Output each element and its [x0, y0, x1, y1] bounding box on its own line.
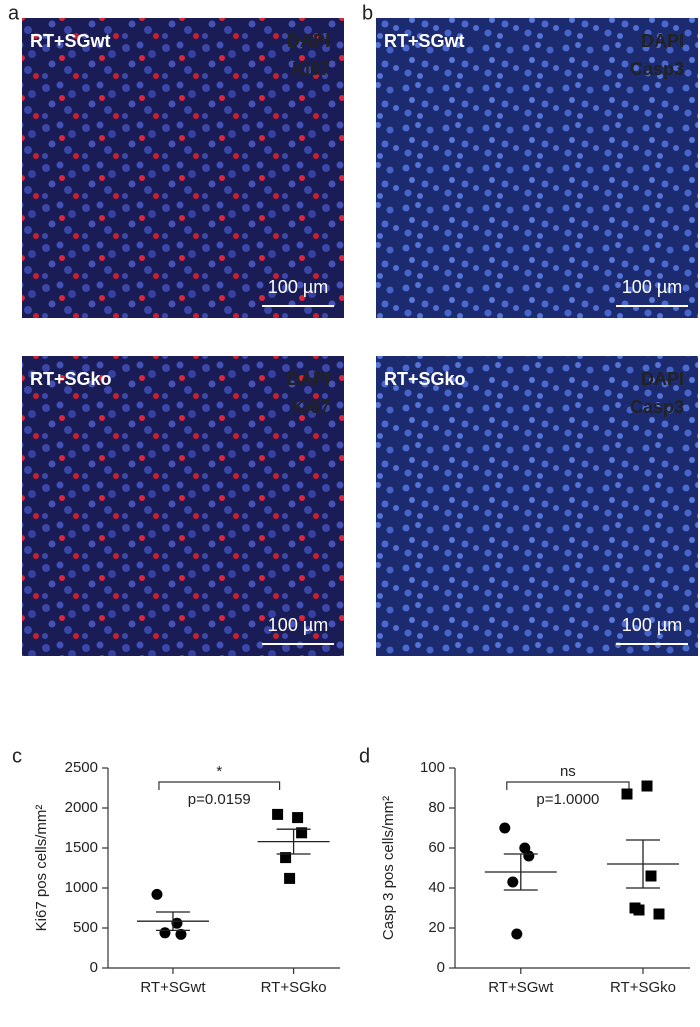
data-point [272, 808, 284, 820]
stain-label: Ki67 [292, 59, 330, 79]
p-value: p=0.0159 [188, 791, 251, 808]
data-point [151, 888, 163, 900]
data-point [284, 872, 296, 884]
x-tick-label: RT+SGwt [488, 979, 554, 996]
micrograph [22, 18, 344, 318]
data-point [633, 904, 645, 916]
stain-label: Ki67 [292, 397, 330, 417]
data-point [171, 917, 183, 929]
x-tick-label: RT+SGwt [140, 979, 206, 996]
error-bar [626, 839, 660, 889]
micrograph [376, 18, 698, 318]
data-point [507, 876, 519, 888]
data-point [641, 780, 653, 792]
y-tick-label: 20 [428, 919, 445, 936]
p-value: p=1.0000 [536, 791, 599, 808]
panel-label: b [362, 2, 373, 24]
data-point [511, 928, 523, 940]
stain-label: DAPI [641, 369, 684, 389]
panel-label: a [8, 2, 20, 24]
data-point [175, 928, 187, 940]
data-point [645, 870, 657, 882]
scale-bar-label: 100 µm [268, 277, 328, 297]
x-tick-label: RT+SGko [610, 979, 676, 996]
significance-bracket [506, 781, 630, 790]
y-tick-label: 1500 [65, 839, 98, 856]
y-tick-label: 60 [428, 839, 445, 856]
image-label: RT+SGwt [30, 31, 111, 51]
image-panels: a RT+SGwt DAPI Ki67 100 µm RT+SGko DAPI Ki67 100… [8, 2, 698, 656]
stain-label: DAPI [287, 31, 330, 51]
data-point [621, 788, 633, 800]
y-tick-label: 0 [90, 959, 98, 976]
error-bar [155, 911, 190, 932]
y-tick-label: 500 [73, 919, 98, 936]
data-point [296, 827, 308, 839]
y-tick-label: 2000 [65, 799, 98, 816]
annotation: * [216, 763, 222, 780]
y-tick-label: 100 [420, 759, 445, 776]
data-point [280, 852, 292, 864]
stain-label: DAPI [641, 31, 684, 51]
data-point [159, 927, 171, 939]
panel-label: c [12, 745, 22, 767]
y-axis-label: Casp 3 pos cells/mm² [380, 796, 397, 940]
panel-label: d [359, 745, 370, 767]
data-point [653, 908, 665, 920]
stain-label: DAPI [287, 369, 330, 389]
error-bar [503, 853, 538, 891]
scale-bar-label: 100 µm [622, 615, 682, 635]
significance-bracket [158, 781, 281, 790]
annotation: ns [560, 763, 576, 780]
micrograph [376, 356, 698, 656]
y-tick-label: 0 [437, 959, 445, 976]
stain-label: Casp3 [630, 59, 684, 79]
data-point [523, 850, 535, 862]
data-point [499, 822, 511, 834]
stain-label: Casp3 [630, 397, 684, 417]
micrograph [22, 356, 344, 656]
y-tick-label: 2500 [65, 759, 98, 776]
scale-bar-label: 100 µm [622, 277, 682, 297]
y-tick-label: 40 [428, 879, 445, 896]
x-tick-label: RT+SGko [261, 979, 327, 996]
scale-bar-label: 100 µm [268, 615, 328, 635]
error-bar [276, 828, 311, 855]
y-tick-label: 1000 [65, 879, 98, 896]
image-label: RT+SGko [384, 369, 466, 389]
y-tick-label: 80 [428, 799, 445, 816]
y-axis-label: Ki67 pos cells/mm² [33, 805, 50, 932]
image-label: RT+SGko [30, 369, 112, 389]
data-point [292, 812, 304, 824]
image-label: RT+SGwt [384, 31, 465, 51]
